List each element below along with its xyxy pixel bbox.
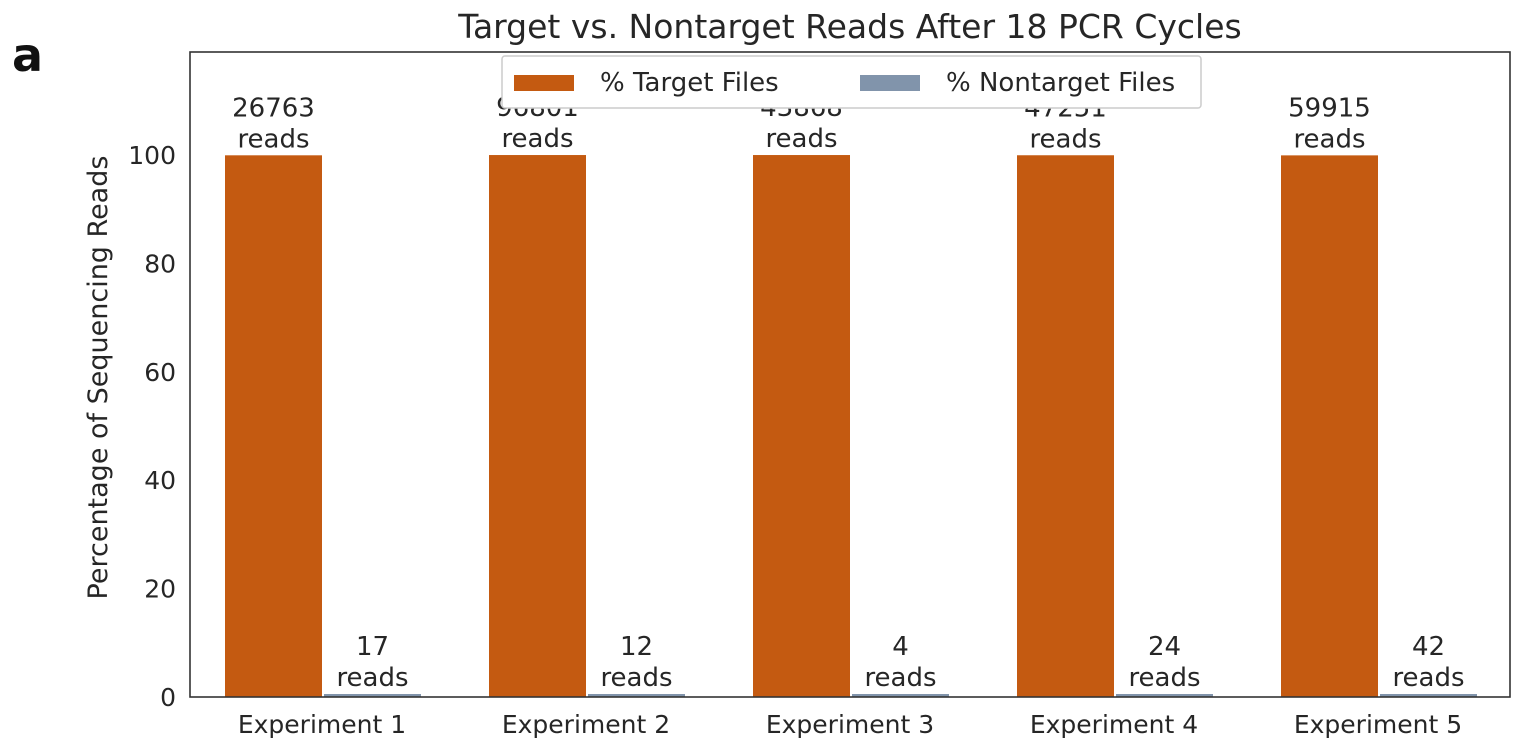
y-tick-label: 100 xyxy=(128,141,176,170)
x-tick-label: Experiment 5 xyxy=(1294,710,1462,739)
data-label-unit: reads xyxy=(336,663,408,693)
bar xyxy=(1380,694,1477,697)
data-label-unit: reads xyxy=(237,124,309,154)
data-label-count: 59915 xyxy=(1288,93,1371,123)
panel-label: a xyxy=(12,28,44,82)
data-label-unit: reads xyxy=(1392,663,1464,693)
x-tick-label: Experiment 1 xyxy=(238,710,406,739)
x-tick-label: Experiment 4 xyxy=(1030,710,1198,739)
y-tick-label: 40 xyxy=(144,466,176,495)
bar xyxy=(852,694,949,697)
y-tick-label: 0 xyxy=(160,683,176,712)
data-label-unit: reads xyxy=(501,124,573,154)
legend-swatch xyxy=(514,75,574,91)
x-tick-label: Experiment 3 xyxy=(766,710,934,739)
chart-title: Target vs. Nontarget Reads After 18 PCR … xyxy=(457,7,1241,46)
data-label-count: 17 xyxy=(356,632,389,662)
x-tick-label: Experiment 2 xyxy=(502,710,670,739)
data-label-unit: reads xyxy=(1293,124,1365,154)
data-label-unit: reads xyxy=(864,663,936,693)
data-label-count: 26763 xyxy=(232,93,315,123)
bar xyxy=(1116,694,1213,697)
data-label-count: 24 xyxy=(1148,632,1181,662)
y-axis-label: Percentage of Sequencing Reads xyxy=(83,156,114,600)
data-label-count: 42 xyxy=(1412,632,1445,662)
bar xyxy=(1281,155,1378,697)
data-label-unit: reads xyxy=(600,663,672,693)
bar xyxy=(1017,155,1114,697)
y-tick-label: 20 xyxy=(144,575,176,604)
bar xyxy=(324,694,421,697)
bar xyxy=(489,155,586,697)
data-label-count: 4 xyxy=(892,632,909,662)
data-label-unit: reads xyxy=(1029,124,1101,154)
legend-swatch xyxy=(860,75,920,91)
bar xyxy=(588,694,685,697)
data-label-unit: reads xyxy=(765,124,837,154)
legend-label: % Nontarget Files xyxy=(946,68,1175,98)
legend-label: % Target Files xyxy=(600,68,779,98)
y-tick-label: 80 xyxy=(144,249,176,278)
data-label-count: 12 xyxy=(620,632,653,662)
legend-box xyxy=(501,55,1202,109)
data-label-unit: reads xyxy=(1128,663,1200,693)
plot-frame xyxy=(189,51,1511,698)
bar xyxy=(753,155,850,697)
bar xyxy=(225,155,322,697)
y-tick-label: 60 xyxy=(144,358,176,387)
